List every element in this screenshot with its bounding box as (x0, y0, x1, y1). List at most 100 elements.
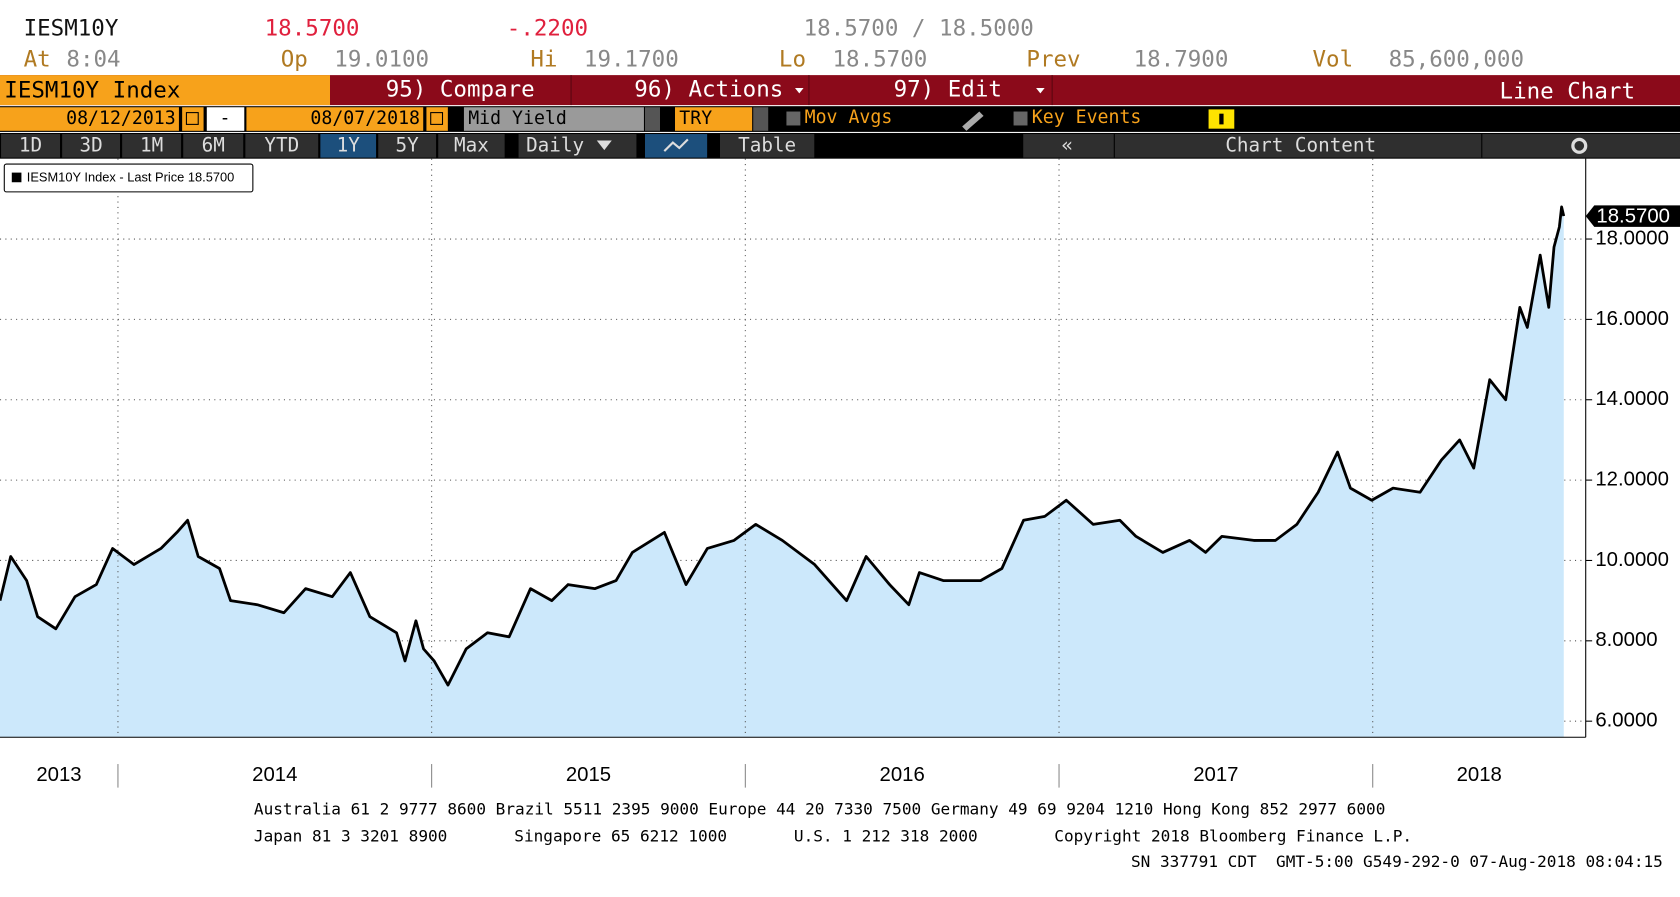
period-button[interactable] (320, 134, 377, 158)
y-tick-label: 14.0000 (1595, 388, 1669, 410)
field-label: Prev (1026, 47, 1080, 73)
field-value: 19.0100 (334, 47, 429, 73)
field-label: At (24, 47, 51, 73)
field-value: 8:04 (66, 47, 120, 73)
period-button[interactable] (1, 134, 60, 158)
info-glyph (1219, 113, 1224, 125)
x-tick-label: 2015 (566, 764, 611, 786)
period-label[interactable]: 5Y (396, 133, 420, 156)
date-sep-box (206, 107, 245, 131)
chart-content[interactable]: Chart Content (1225, 133, 1376, 156)
currency[interactable]: TRY (679, 108, 712, 129)
security[interactable]: IESM10Y Index (4, 78, 180, 104)
currency-select[interactable] (675, 107, 753, 131)
x-tick-label: 2013 (36, 764, 81, 786)
select-arrow[interactable] (753, 107, 769, 131)
change: -.2200 (507, 16, 588, 42)
calendar-glyph (185, 112, 199, 125)
legend-swatch (11, 172, 22, 183)
last-price-tag (1585, 205, 1680, 227)
period-label[interactable]: Max (454, 133, 489, 156)
period-button[interactable] (122, 134, 182, 158)
footer-line: Copyright 2018 Bloomberg Finance L.P. (1054, 826, 1412, 845)
x-tick-label: 2016 (880, 764, 925, 786)
y-tick-label: 16.0000 (1595, 308, 1669, 330)
field-label: Hi (530, 47, 557, 73)
x-tick-label: 2018 (1457, 764, 1502, 786)
period-label[interactable]: YTD (264, 133, 299, 156)
period-label[interactable]: 1Y (337, 133, 361, 156)
edit-button[interactable]: 97) Edit (894, 77, 1002, 103)
chart-content-bar (1023, 134, 1680, 158)
field-label: Vol (1313, 47, 1354, 73)
area (0, 206, 1564, 738)
x-tick-label: 2014 (252, 764, 297, 786)
security-box[interactable] (0, 75, 330, 106)
footer-line: Japan 81 3 3201 8900 (254, 826, 447, 845)
key-events[interactable]: Key Events (1032, 107, 1142, 128)
frequency-select[interactable] (518, 134, 637, 158)
ticker: IESM10Y (24, 16, 119, 42)
period-button[interactable] (245, 134, 319, 158)
dropdown-arrow (795, 87, 804, 94)
mov-avgs[interactable]: Mov Avgs (805, 107, 893, 128)
last-price-label: 18.5700 (1596, 206, 1670, 228)
frequency[interactable]: Daily (526, 133, 584, 156)
y-tick-label: 8.0000 (1595, 629, 1657, 651)
footer-stamp: SN 337791 CDT GMT-5:00 G549-292-0 07-Aug… (1131, 852, 1663, 871)
period-button[interactable] (438, 134, 505, 158)
field-value: 18.5700 (833, 47, 928, 73)
y-tick-label: 6.0000 (1595, 710, 1657, 732)
field-label: Op (281, 47, 308, 73)
start-date[interactable]: 08/12/2013 (66, 108, 176, 129)
period-label[interactable]: 3D (79, 133, 102, 156)
y-tick-label: 12.0000 (1595, 468, 1669, 490)
chart-glyph (663, 138, 689, 152)
y-tick-label: 10.0000 (1595, 549, 1669, 571)
quote-fields: At 8:04 Op 19.0100 Hi 19.1700 Lo 18.5700 Prev 18.… (24, 47, 1524, 73)
last-price: 18.5700 (265, 16, 360, 42)
checkbox[interactable] (1013, 111, 1028, 126)
select-arrow[interactable] (645, 107, 660, 131)
period-label[interactable]: 1D (19, 133, 42, 156)
date-field[interactable] (246, 107, 424, 131)
collapse-button[interactable]: « (1061, 133, 1073, 156)
actions-button[interactable]: 96) Actions (634, 77, 783, 103)
line (0, 205, 1566, 687)
view-title: Line Chart (1500, 79, 1635, 105)
dropdown-arrow (596, 140, 612, 151)
period-buttons: 1D 3D 1M 6M YTD 1Y 5Y Max (1, 133, 505, 158)
table[interactable]: Table (738, 133, 796, 156)
date-field[interactable] (0, 107, 179, 131)
calendar-glyph (430, 112, 444, 125)
legend-entry: IESM10Y Index - Last Price 18.5700 (27, 169, 235, 184)
dropdown-arrow (1036, 87, 1045, 94)
period-label[interactable]: 6M (202, 133, 225, 156)
period-button[interactable] (62, 134, 120, 158)
field[interactable]: Mid Yield (468, 108, 567, 129)
pencil-icon[interactable] (962, 111, 984, 131)
calendar-icon[interactable] (182, 107, 204, 131)
period-button[interactable] (378, 134, 437, 158)
bid-ask: 18.5700 / 18.5000 (804, 16, 1034, 42)
field-select[interactable] (463, 107, 644, 131)
date-sep: - (220, 108, 231, 129)
end-date[interactable]: 08/07/2018 (310, 108, 420, 129)
chart: 6.0000 8.0000 10.0000 12.0000 14.0000 16.0000… (0, 158, 1680, 788)
legend-box (3, 163, 254, 193)
period-button[interactable] (183, 134, 244, 158)
compare-button[interactable]: 95) Compare (386, 77, 535, 103)
x-tick-label: 2017 (1193, 764, 1238, 786)
checkbox[interactable] (786, 111, 801, 126)
table-button[interactable] (720, 134, 815, 158)
field-label: Lo (779, 47, 806, 73)
footer-line: U.S. 1 212 318 2000 (794, 826, 978, 845)
calendar-icon[interactable] (426, 107, 448, 131)
field-value: 85,600,000 (1389, 47, 1524, 73)
field-value: 19.1700 (584, 47, 679, 73)
footer-line: Australia 61 2 9777 8600 Brazil 5511 239… (254, 800, 1385, 819)
settings-icon[interactable] (1571, 137, 1588, 154)
period-label[interactable]: 1M (140, 133, 163, 156)
y-tick-label: 18.0000 (1595, 227, 1669, 249)
